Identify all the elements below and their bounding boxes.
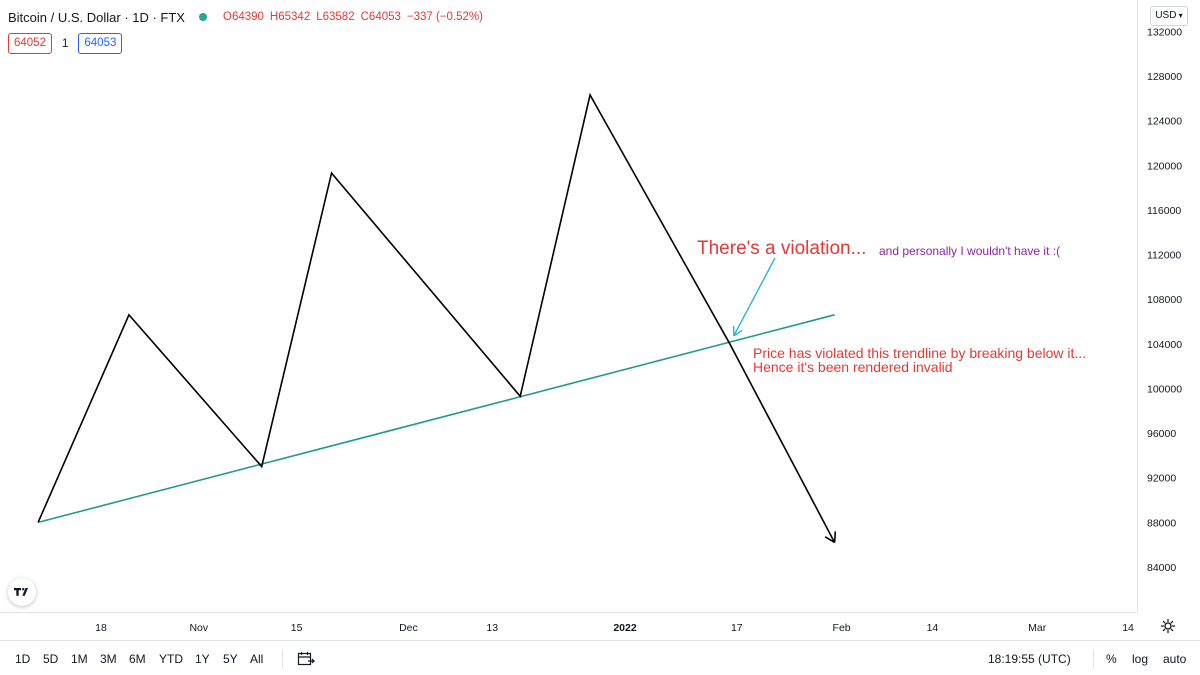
price-arrowhead-stroke (833, 531, 837, 543)
price-axis-tick-label: 124000 (1147, 116, 1182, 128)
explanation-annotation-line1: Price has violated this trendline by bre… (753, 345, 1086, 361)
annotation-pointer-arrow (733, 257, 776, 337)
range-5y-button[interactable]: 5Y (223, 652, 238, 666)
high-label: H (269, 11, 279, 23)
price-axis-tick-label: 92000 (1147, 473, 1176, 485)
price-axis-tick-label: 88000 (1147, 517, 1176, 529)
range-all-button[interactable]: All (250, 652, 264, 666)
high-value: 65342 (278, 11, 311, 23)
price-axis-tick-label: 104000 (1147, 339, 1182, 351)
close-value: 64053 (368, 11, 401, 23)
time-axis[interactable]: 18 Nov 15 Dec 13 2022 17 Feb 14 Mar 14 (0, 612, 1137, 639)
toolbar-divider (1093, 650, 1094, 668)
close-label: C (360, 11, 369, 23)
annotation-pointer-arrowhead-stroke (733, 329, 743, 337)
price-axis-tick-label: 116000 (1147, 205, 1181, 217)
clock-time[interactable]: 18:19:55 (UTC) (988, 652, 1071, 666)
low-value: 63582 (322, 11, 355, 23)
time-axis-tick-label: 17 (731, 622, 743, 634)
price-line (37, 92, 836, 543)
range-5d-button[interactable]: 5D (43, 652, 59, 666)
price-chart[interactable]: There's a violation... and personally I … (0, 0, 1137, 612)
time-axis-tick-label: 14 (927, 622, 939, 634)
currency-dropdown[interactable]: USD ▾ (1150, 6, 1188, 26)
tradingview-logo-icon (14, 588, 28, 596)
annotation-pointer-arrowhead (732, 325, 743, 337)
buy-price-button[interactable]: 64053 (78, 33, 123, 54)
trendline[interactable] (37, 314, 835, 524)
price-arrowhead-stroke (824, 536, 836, 544)
price-axis-tick-label: 132000 (1147, 26, 1182, 38)
price-axis-tick-label: 112000 (1147, 250, 1181, 262)
price-arrowhead (824, 531, 837, 544)
time-axis-tick-label: 15 (291, 622, 303, 634)
price-axis-tick-label: 120000 (1147, 160, 1182, 172)
range-1m-button[interactable]: 1M (71, 652, 88, 666)
time-axis-tick-label: 14 (1122, 622, 1134, 634)
price-axis-tick-label: 108000 (1147, 294, 1182, 306)
price-axis-tick-label: 100000 (1147, 383, 1182, 395)
symbol-title[interactable]: Bitcoin / U.S. Dollar · 1D · FTX (8, 9, 185, 25)
percent-scale-toggle[interactable]: % (1106, 652, 1117, 666)
time-axis-tick-label: Nov (189, 622, 208, 634)
ohlc-values: O64390 H65342 L63582 C64053 −337 (−0.52%… (223, 11, 483, 23)
change-value: −337 (−0.52%) (406, 11, 483, 23)
currency-label: USD (1155, 10, 1177, 21)
time-axis-tick-label: 18 (95, 622, 107, 634)
violation-annotation: There's a violation... (697, 238, 866, 259)
time-axis-tick-label: 2022 (613, 622, 637, 634)
trade-price-boxes: 64052 1 64053 (8, 33, 123, 54)
log-scale-toggle[interactable]: log (1132, 652, 1149, 666)
spread-value: 1 (61, 37, 69, 50)
auto-scale-toggle[interactable]: auto (1163, 652, 1187, 666)
range-1d-button[interactable]: 1D (15, 652, 31, 666)
gear-icon[interactable] (1160, 618, 1176, 634)
chevron-down-icon: ▾ (1176, 11, 1183, 20)
price-axis[interactable]: 84000 88000 92000 96000 100000 104000 108000 11… (1137, 0, 1200, 612)
tradingview-logo[interactable] (8, 578, 36, 606)
bottom-toolbar: 1D 5D 1M 3M 6M YTD 1Y 5Y All 18:19:55 (U… (0, 640, 1200, 675)
time-axis-tick-label: Feb (833, 622, 851, 634)
price-axis-tick-label: 96000 (1147, 428, 1176, 440)
range-1y-button[interactable]: 1Y (195, 652, 210, 666)
time-axis-tick-label: Dec (399, 622, 418, 634)
time-axis-tick-label: 13 (486, 622, 498, 634)
sell-price-button[interactable]: 64052 (8, 33, 52, 54)
calendar-range-icon[interactable] (297, 651, 315, 667)
range-6m-button[interactable]: 6M (129, 652, 146, 666)
toolbar-divider (282, 650, 283, 668)
time-axis-ticks: 18 Nov 15 Dec 13 2022 17 Feb 14 Mar 14 (95, 622, 1134, 634)
low-label: L (316, 11, 323, 23)
time-axis-tick-label: Mar (1028, 622, 1047, 634)
market-status-dot-icon (198, 13, 207, 21)
opinion-annotation: and personally I wouldn't have it :( (879, 244, 1060, 258)
explanation-annotation-line2: Hence it's been rendered invalid (753, 359, 953, 375)
price-axis-tick-label: 84000 (1147, 562, 1176, 574)
chart-header: Bitcoin / U.S. Dollar · 1D · FTX O64390 … (8, 8, 483, 26)
open-value: 64390 (231, 11, 264, 23)
open-label: O (222, 11, 232, 23)
price-axis-ticks: 84000 88000 92000 96000 100000 104000 108000 11… (1147, 26, 1182, 574)
range-ytd-button[interactable]: YTD (159, 652, 183, 666)
price-axis-tick-label: 128000 (1147, 71, 1182, 83)
range-3m-button[interactable]: 3M (100, 652, 117, 666)
